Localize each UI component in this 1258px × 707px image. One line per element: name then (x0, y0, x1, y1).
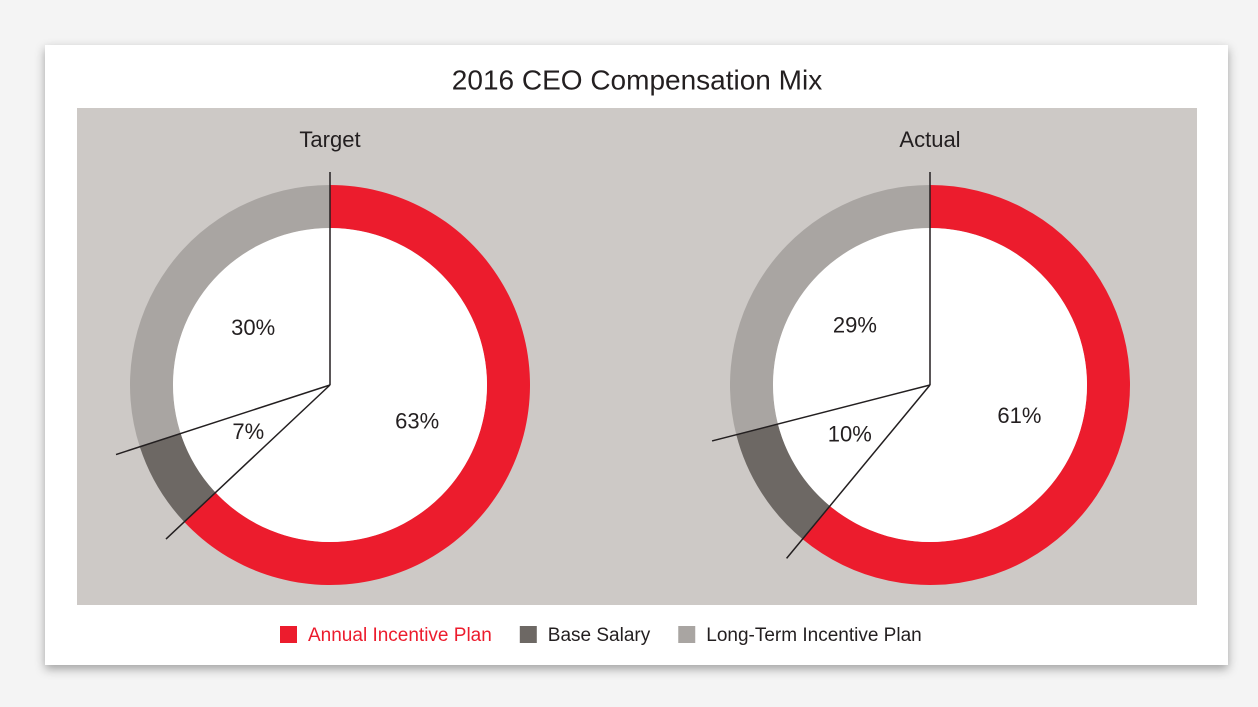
chart-title: 2016 CEO Compensation Mix (452, 64, 822, 95)
legend-label: Base Salary (548, 625, 651, 646)
slice-divider (711, 384, 931, 442)
slice-divider (115, 384, 331, 456)
legend-swatch (519, 626, 537, 643)
slice-divider (786, 384, 931, 559)
data-label: 29% (833, 313, 877, 338)
donut-slice (730, 184, 930, 435)
pie-title: Target (299, 127, 360, 152)
donut-slice (129, 185, 330, 447)
data-label: 10% (828, 422, 872, 447)
data-label: 61% (997, 403, 1041, 428)
donut-slice (802, 185, 1130, 585)
pie-title: Actual (899, 127, 960, 152)
legend-label: Long-Term Incentive Plan (706, 625, 921, 646)
donut-slice (184, 185, 530, 585)
legend-label: Annual Incentive Plan (308, 625, 492, 646)
slice-divider (165, 384, 331, 540)
data-label: 63% (395, 409, 439, 434)
data-label: 7% (232, 419, 264, 444)
legend-swatch (678, 626, 696, 643)
data-label: 30% (231, 315, 275, 340)
donut-slice (736, 424, 830, 540)
legend-swatch (280, 626, 297, 643)
donut-slice (139, 433, 216, 522)
